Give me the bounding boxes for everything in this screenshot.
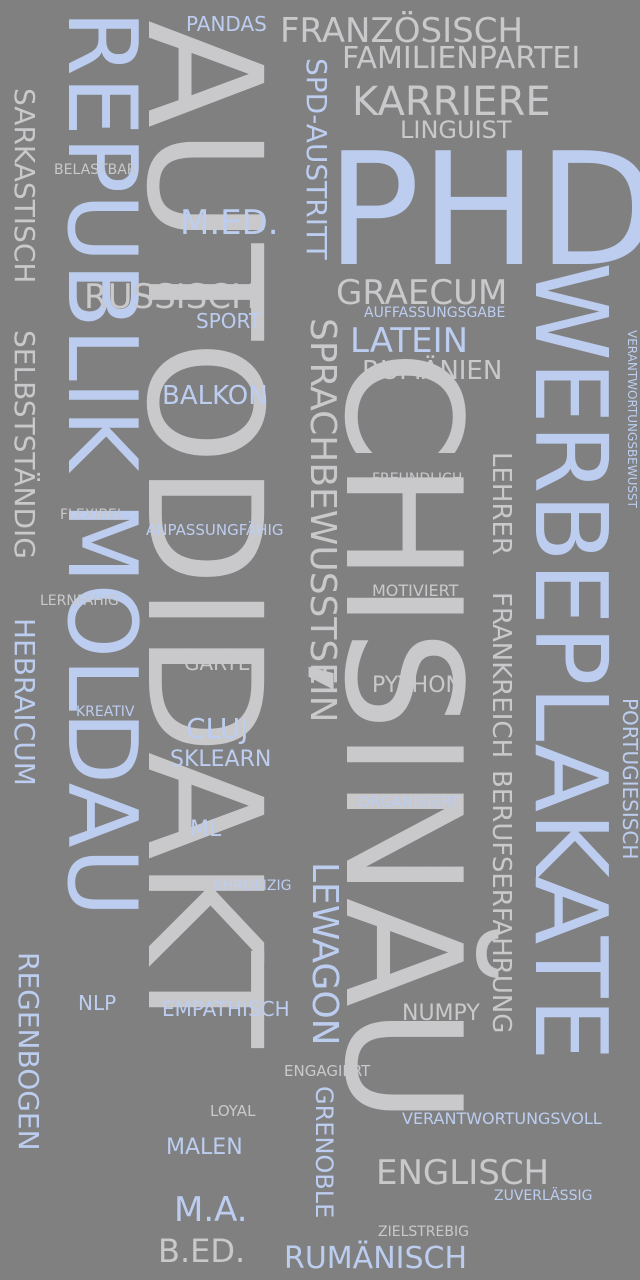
word-sprachbewusstsein: SPRACHBEWUSSTSEIN (302, 318, 343, 723)
word-m-ed: M.ED. (180, 203, 279, 243)
word-belastbar: BELASTBAR (54, 162, 137, 178)
word-republik-moldau: REPUBLIK MOLDAU (46, 10, 156, 918)
word-werbeplakate: WERBEPLAKATE (512, 262, 629, 1061)
word-zielstrebig: ZIELSTREBIG (378, 1224, 469, 1240)
word-familienpartei: FAMILIENPARTEI (342, 41, 581, 76)
word-organisiert: ORGANISIERT (358, 793, 460, 811)
word-verantwortungsvoll: VERANTWORTUNGSVOLL (402, 1109, 602, 1128)
word-portugiesisch: PORTUGIESISCH (618, 698, 640, 860)
word-hebraicum: HEBRAICUM (8, 618, 41, 786)
word-englisch: ENGLISCH (376, 1153, 550, 1193)
word-frankreich: FRANKREICH (486, 592, 516, 759)
word-freundlich: FREUNDLICH (372, 471, 463, 487)
word-sport: SPORT (196, 309, 262, 333)
word-malen: MALEN (166, 1135, 243, 1160)
word-lewagon: LEWAGON (304, 862, 345, 1046)
word-loyal: LOYAL (210, 1102, 256, 1120)
word-auffassungsgabe: AUFFASSUNGSGABE (364, 305, 506, 321)
word-grenoble: GRENOBLE (310, 1086, 338, 1219)
word-empathisch: EMPATHISCH (162, 997, 290, 1021)
word-linguist: LINGUIST (400, 116, 512, 144)
word-zuverlaessig: ZUVERLÄSSIG (494, 1188, 593, 1204)
word-pandas: PANDAS (186, 12, 267, 36)
word-rumaenisch: RUMÄNISCH (284, 1241, 468, 1276)
word-ml: ML (190, 817, 222, 842)
word-lernfaehig: LERNFÄHIG (40, 593, 119, 609)
word-erfahren: ERFAHREN (372, 865, 452, 883)
word-ehrgeizig: EHRGEIZIG (214, 878, 292, 894)
word-anpassungsfaehig: ANPASSUNGFÄHIG (146, 521, 284, 539)
word-garten: GARTEN (184, 651, 266, 675)
word-graecum: GRAECUM (336, 273, 508, 313)
word-selbststaendig: SELBSTSTÄNDIG (8, 330, 41, 559)
word-lehrer: LEHRER (486, 452, 516, 556)
word-numpy: NUMPY (402, 1001, 480, 1026)
word-cluj: CLUJ (186, 712, 249, 745)
word-python: PYTHON (372, 673, 462, 698)
word-russisch: RUSSISCH (84, 277, 257, 317)
word-kreativ: KREATIV (76, 704, 135, 720)
word-latein: LATEIN (350, 321, 469, 361)
word-balkon: BALKON (162, 381, 268, 411)
word-motiviert: MOTIVIERT (372, 581, 459, 600)
word-m-a: M.A. (174, 1190, 248, 1230)
word-regenbogen: REGENBOGEN (12, 952, 45, 1151)
word-flexibel: FLEXIBEL (60, 507, 125, 523)
word-berufserfahrung: BERUFSERFAHRUNG (486, 770, 516, 1034)
word-engagiert: ENGAGIERT (284, 1062, 371, 1080)
word-b-ed: B.ED. (158, 1232, 246, 1270)
word-sarkastisch: SARKASTISCH (8, 88, 41, 284)
word-rumaenien: RUMÄNIEN (362, 356, 503, 386)
word-spd-austritt: SPD-AUSTRITT (300, 58, 333, 260)
word-franzoesisch: FRANZÖSISCH (280, 11, 524, 51)
word-sklearn: SKLEARN (170, 747, 272, 772)
word-phd: PHD (326, 119, 640, 301)
word-nlp: NLP (78, 991, 117, 1015)
word-karriere: KARRIERE (352, 79, 551, 125)
word-verantwortungsbewusst: VERANTWORTUNGSBEWUSST (625, 330, 639, 508)
